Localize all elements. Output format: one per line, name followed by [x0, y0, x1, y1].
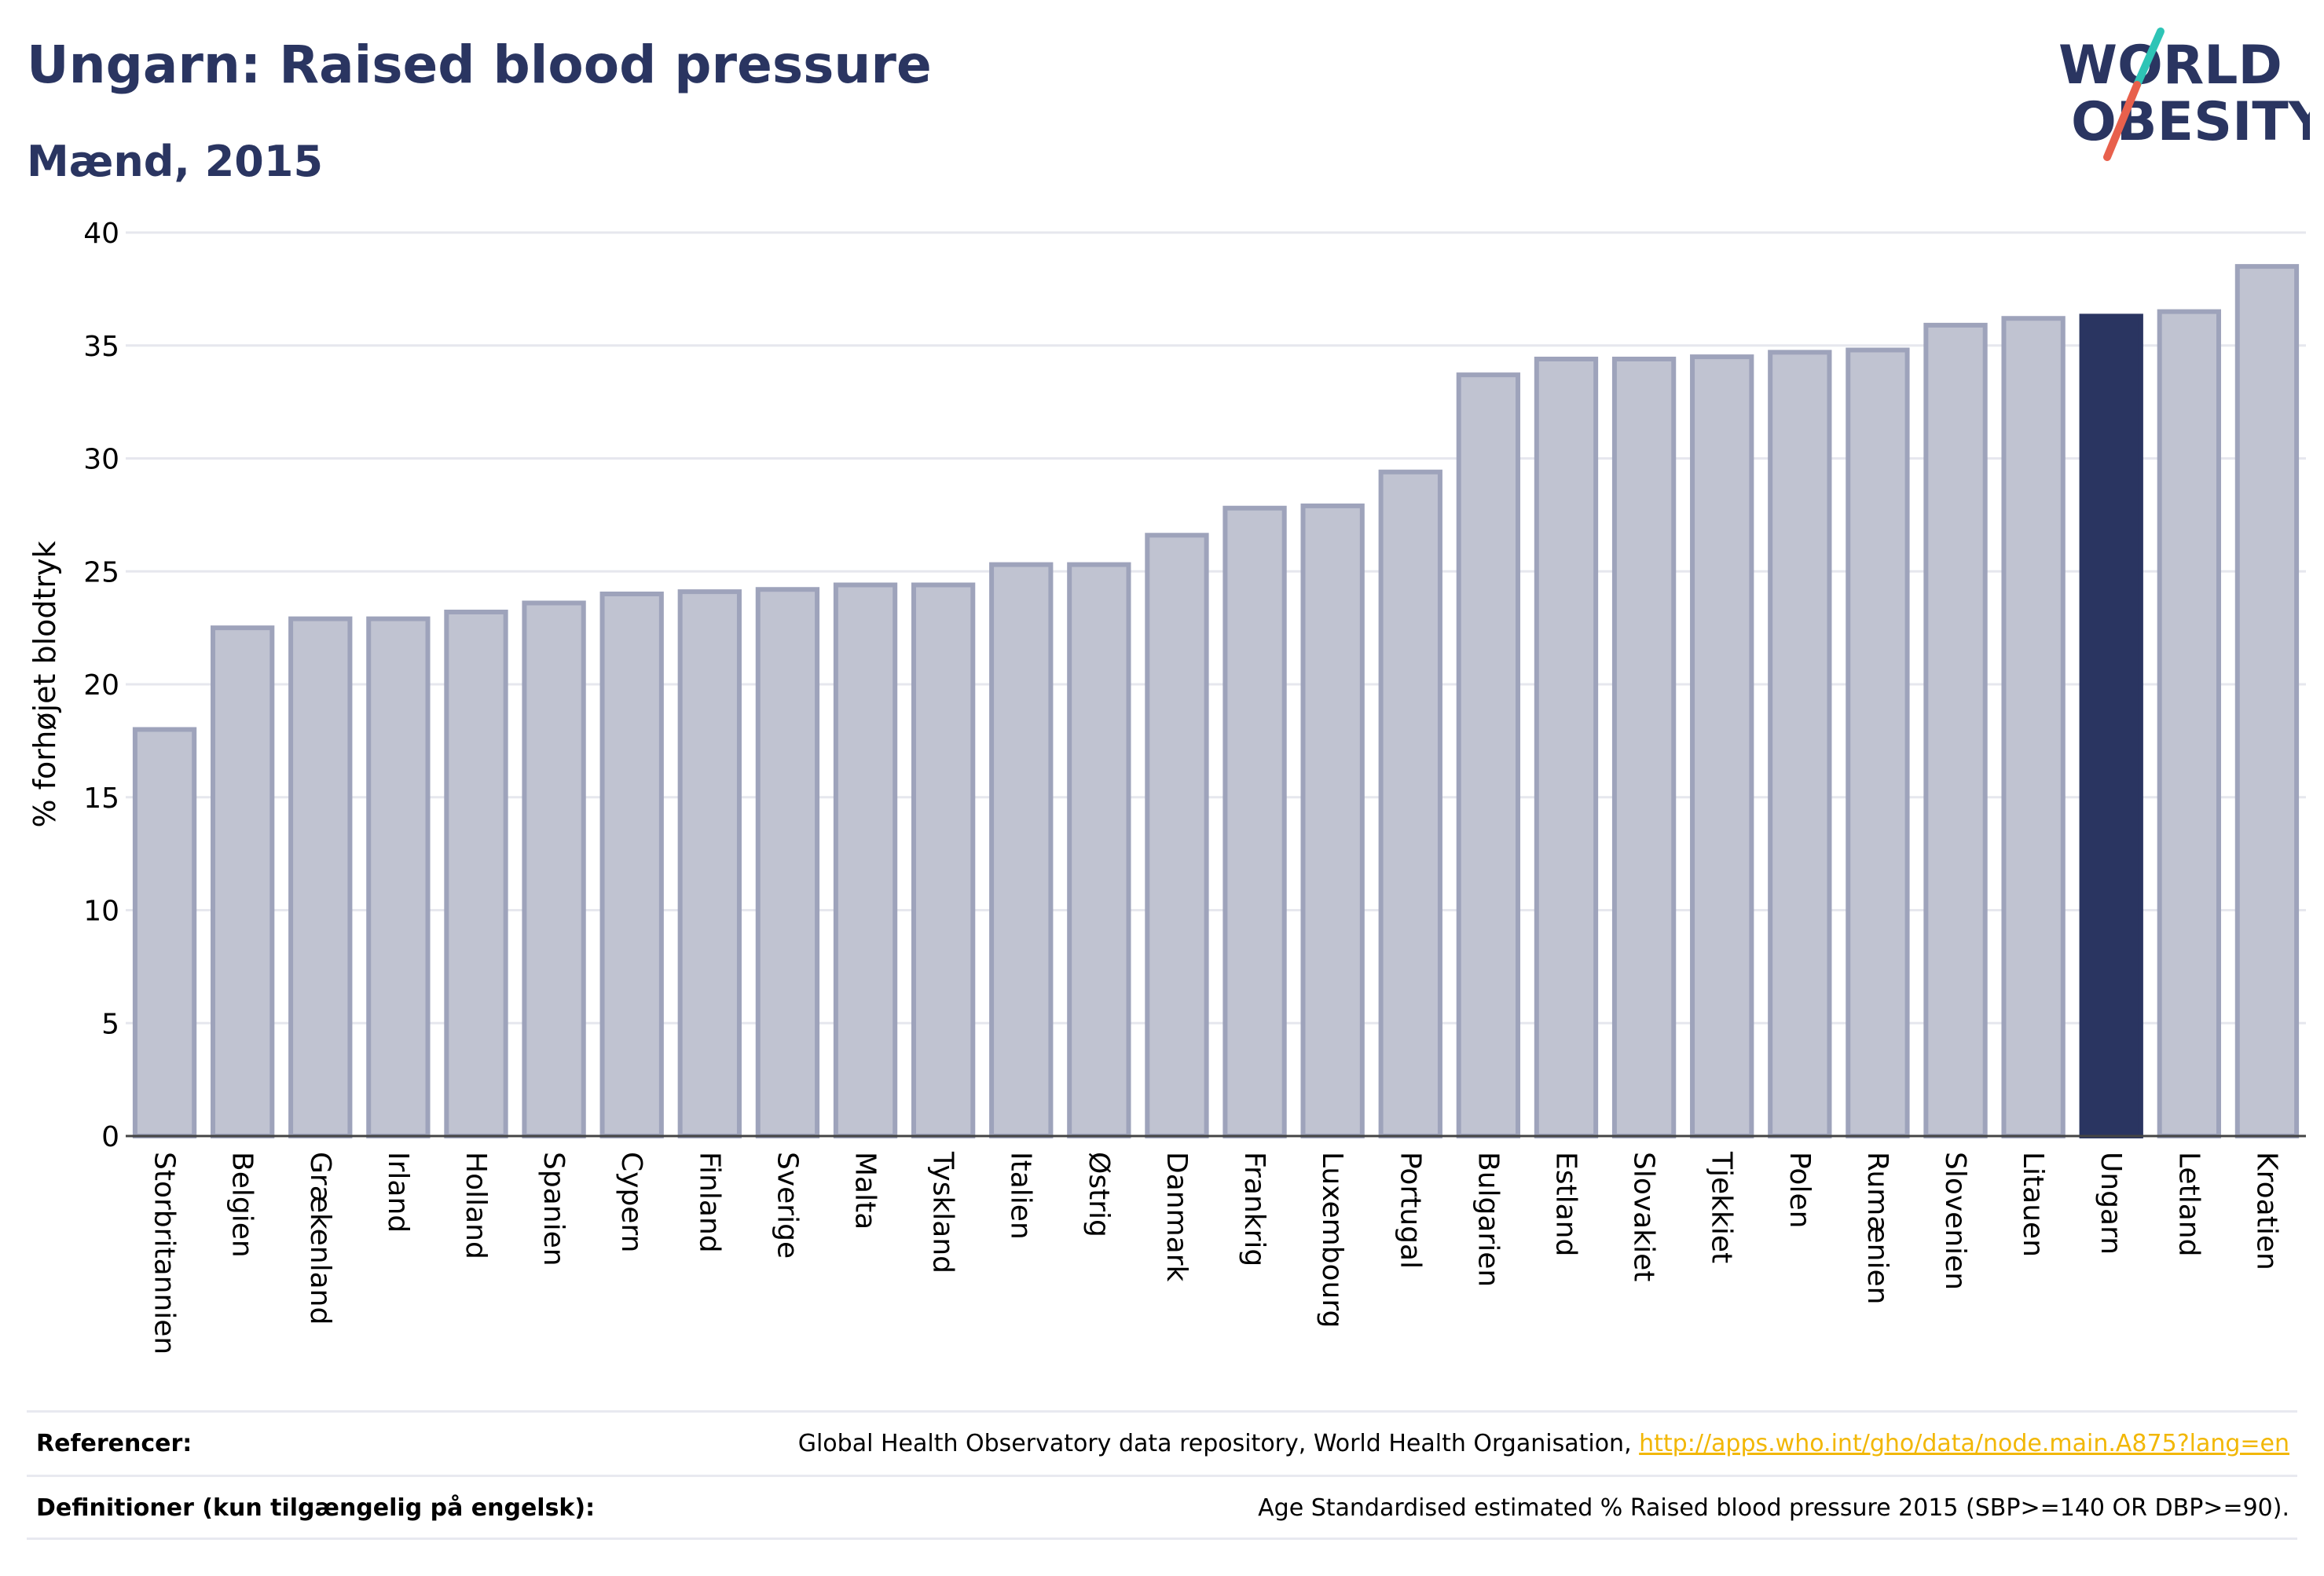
bar [1222, 505, 1287, 1138]
references-link[interactable]: http://apps.who.int/gho/data/node.main.A… [1639, 1430, 2289, 1457]
bar [911, 582, 976, 1138]
bar [1456, 372, 1521, 1138]
bar [1690, 354, 1754, 1138]
bar [989, 562, 1054, 1138]
y-tick-label: 25 [83, 556, 119, 588]
bar [2234, 264, 2300, 1138]
x-tick-label: Irland [382, 1152, 414, 1233]
x-tick-label: Sverige [771, 1152, 803, 1259]
bar [2001, 316, 2066, 1138]
y-tick-label: 15 [83, 783, 119, 815]
x-tick-label: Slovenien [1939, 1152, 1971, 1290]
footer-divider-top [27, 1410, 2297, 1413]
logo-slash-coral [2103, 81, 2141, 161]
x-tick-label: Kroatien [2250, 1152, 2282, 1270]
logo-slash-teal [2133, 27, 2165, 89]
x-tick-label: Ungarn [2095, 1152, 2127, 1255]
y-tick-label: 35 [83, 331, 119, 363]
bar [2079, 313, 2143, 1138]
x-tick-label: Malta [849, 1152, 882, 1230]
bar [1611, 357, 1677, 1138]
x-tick-label: Storbritannien [148, 1152, 181, 1354]
footer-divider-middle [27, 1475, 2297, 1477]
x-tick-label: Finland [693, 1152, 725, 1253]
x-tick-label: Italien [1005, 1152, 1037, 1240]
bar [2157, 309, 2221, 1138]
bar [833, 582, 898, 1138]
world-obesity-logo: WORLD OBESITY [2058, 27, 2310, 161]
references-label: Referencer: [36, 1430, 192, 1457]
x-tick-label: Polen [1783, 1152, 1816, 1228]
bar [444, 610, 508, 1138]
bar [522, 600, 586, 1138]
bar [1846, 347, 1910, 1138]
bar [288, 616, 353, 1138]
x-tick-label: Litauen [2017, 1152, 2049, 1257]
x-tick-label: Grækenland [304, 1152, 336, 1325]
x-tick-label: Spanien [537, 1152, 570, 1266]
x-tick-label: Portugal [1394, 1152, 1426, 1269]
x-tick-label: Luxembourg [1316, 1152, 1348, 1328]
logo-line-1: WORLD [2058, 35, 2282, 97]
y-tick-label: 5 [101, 1008, 119, 1040]
x-tick-label: Østrig [1083, 1152, 1115, 1237]
references-value: Global Health Observatory data repositor… [798, 1430, 2289, 1457]
x-tick-label: Frankrig [1238, 1152, 1270, 1266]
bar [1067, 562, 1131, 1138]
y-tick-label: 20 [83, 669, 119, 702]
bar [211, 625, 275, 1138]
definitions-label: Definitioner (kun tilgængelig på engelsk… [36, 1494, 596, 1522]
x-tick-label: Rumænien [1861, 1152, 1893, 1304]
bar [132, 727, 197, 1138]
bar-chart: 0 5 10 15 20 25 30 35 40 % forhøjet blodtryk Storb… [27, 218, 2306, 1354]
x-tick-label: Bulgarien [1472, 1152, 1504, 1287]
chart-title: Ungarn: Raised blood pressure [27, 35, 932, 95]
x-tick-label: Tyskland [927, 1151, 959, 1274]
bar [1300, 503, 1365, 1138]
definitions-value: Age Standardised estimated % Raised bloo… [1258, 1494, 2289, 1522]
x-tick-label: Estland [1549, 1152, 1582, 1256]
y-tick-label: 40 [83, 218, 119, 250]
y-axis-label: % forhøjet blodtryk [27, 541, 62, 827]
bar [599, 592, 664, 1138]
bar [755, 587, 820, 1138]
x-tick-label: Tjekkiet [1706, 1151, 1738, 1263]
bar [1378, 469, 1442, 1138]
x-tick-label: Cypern [615, 1152, 647, 1252]
y-tick-label: 0 [101, 1121, 119, 1153]
x-tick-label: Letland [2172, 1152, 2205, 1256]
y-tick-label: 30 [83, 444, 119, 476]
bar [366, 616, 431, 1138]
bar [677, 589, 742, 1138]
x-tick-label: Danmark [1160, 1152, 1193, 1282]
x-tick-label: Slovakiet [1628, 1152, 1660, 1281]
bar [1145, 533, 1209, 1138]
chart-subtitle: Mænd, 2015 [27, 137, 324, 186]
x-tick-label: Holland [460, 1152, 492, 1259]
bar [1768, 350, 1832, 1138]
x-tick-label: Belgien [226, 1152, 258, 1258]
bar [1534, 357, 1599, 1138]
bar [1923, 322, 1988, 1138]
y-tick-label: 10 [83, 896, 119, 928]
footer-divider-bottom [27, 1538, 2297, 1540]
references-text: Global Health Observatory data repositor… [797, 1430, 1640, 1457]
